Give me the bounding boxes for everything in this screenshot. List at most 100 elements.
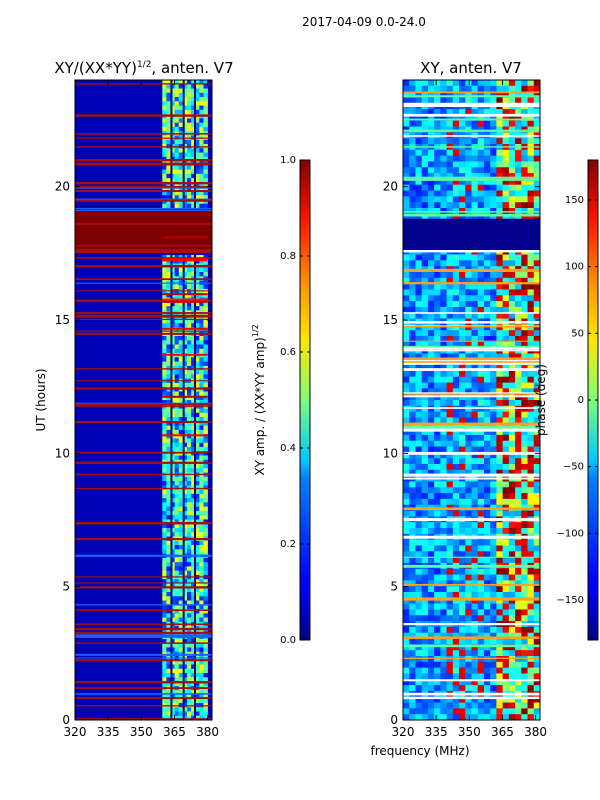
heatmap-cell (490, 196, 497, 203)
heatmap-cell (403, 615, 410, 622)
heatmap-cell (427, 178, 435, 186)
heatmap-cell (515, 638, 522, 645)
heatmap-cell (515, 370, 522, 378)
heatmap-cell (203, 455, 208, 461)
heatmap-cell (403, 650, 410, 657)
heatmap-cell (182, 139, 188, 145)
heatmap-cell (440, 487, 447, 494)
heatmap-cell (166, 455, 171, 461)
heatmap-cell (195, 545, 200, 550)
heatmap-cell (199, 587, 204, 593)
heatmap-cell (471, 626, 479, 634)
heatmap-cell (409, 481, 416, 488)
heatmap-cell (195, 293, 200, 298)
heatmap-cell (186, 318, 192, 324)
heatmap-cell (459, 306, 466, 314)
heatmap-cell (527, 615, 535, 622)
heatmap-cell (178, 101, 184, 106)
heatmap-cell (483, 336, 491, 343)
heatmap-cell (427, 330, 435, 337)
heatmap-cell (452, 481, 460, 488)
colorbar2-tick-label: 50 (571, 328, 584, 339)
heatmap-cell (178, 592, 184, 597)
heatmap-cell (409, 376, 416, 383)
heatmap-cell (186, 425, 192, 431)
heatmap-cell (440, 434, 447, 442)
heatmap-cell (182, 118, 188, 123)
heatmap-cell (459, 353, 466, 360)
heatmap-cell (182, 455, 188, 461)
heatmap-streak (75, 609, 212, 611)
heatmap-cell (508, 609, 516, 616)
heatmap-cell (170, 395, 175, 401)
heatmap-cell (452, 673, 460, 680)
heatmap-cell (521, 702, 528, 709)
heatmap-cell (403, 295, 410, 302)
heatmap-cell (166, 664, 171, 670)
heatmap-cell (446, 539, 454, 546)
heatmap-cell (166, 382, 171, 388)
heatmap-cell (427, 696, 435, 703)
heatmap-cell (471, 609, 479, 616)
heatmap-cell (483, 184, 491, 191)
heatmap-cell (490, 85, 497, 92)
heatmap-cell (415, 254, 422, 261)
heatmap-cell (403, 353, 410, 360)
heatmap-cell (496, 411, 503, 418)
heatmap-streak (75, 114, 212, 117)
heatmap-cell (403, 405, 410, 412)
heatmap-streak (403, 113, 540, 117)
heatmap-streak (75, 248, 212, 251)
heatmap-cell (515, 405, 522, 412)
heatmap-cell (409, 434, 416, 442)
heatmap-cell (502, 440, 510, 447)
heatmap-cell (203, 570, 208, 576)
heatmap-cell (446, 638, 454, 645)
heatmap-cell (502, 626, 510, 634)
heatmap-cell (521, 161, 528, 168)
heatmap-cell (199, 182, 204, 187)
heatmap-cell (508, 312, 516, 319)
heatmap-cell (178, 668, 184, 674)
heatmap-cell (477, 597, 485, 604)
heatmap-cell (440, 638, 447, 645)
heatmap-streak (403, 507, 540, 511)
heatmap-cell (409, 382, 416, 389)
heatmap-cell (490, 487, 497, 494)
heatmap-streak (75, 582, 212, 584)
heatmap-cell (203, 690, 208, 695)
heatmap-cell (199, 617, 204, 623)
heatmap-cell (409, 353, 416, 360)
heatmap-cell (178, 92, 184, 98)
heatmap-cell (446, 702, 454, 709)
heatmap-cell (403, 254, 410, 261)
heatmap-cell (415, 702, 422, 709)
heatmap-cell (199, 545, 204, 550)
heatmap-cell (508, 714, 516, 720)
heatmap-cell (421, 464, 429, 471)
heatmap-cell (199, 88, 204, 94)
heatmap-cell (446, 685, 454, 692)
heatmap-cell (483, 161, 491, 168)
heatmap-cell (178, 557, 184, 563)
heatmap-cell (166, 336, 171, 341)
heatmap-cell (409, 184, 416, 191)
heatmap-cell (409, 109, 416, 116)
heatmap-streak (403, 395, 540, 398)
heatmap-cell (415, 336, 422, 343)
heatmap-cell (170, 498, 175, 503)
heatmap-streak (75, 318, 212, 320)
heatmap-cell (195, 340, 200, 345)
heatmap-cell (502, 656, 510, 663)
heatmap-cell (446, 173, 454, 180)
heatmap-cell (490, 528, 497, 535)
heatmap-cell (427, 312, 435, 319)
heatmap-cell (170, 186, 175, 192)
heatmap-cell (403, 510, 410, 517)
heatmap-cell (527, 400, 535, 407)
heatmap-cell (427, 458, 435, 465)
heatmap-cell (174, 562, 180, 567)
heatmap-cell (515, 667, 522, 674)
heatmap-cell (421, 638, 429, 645)
heatmap-cell (178, 169, 184, 175)
